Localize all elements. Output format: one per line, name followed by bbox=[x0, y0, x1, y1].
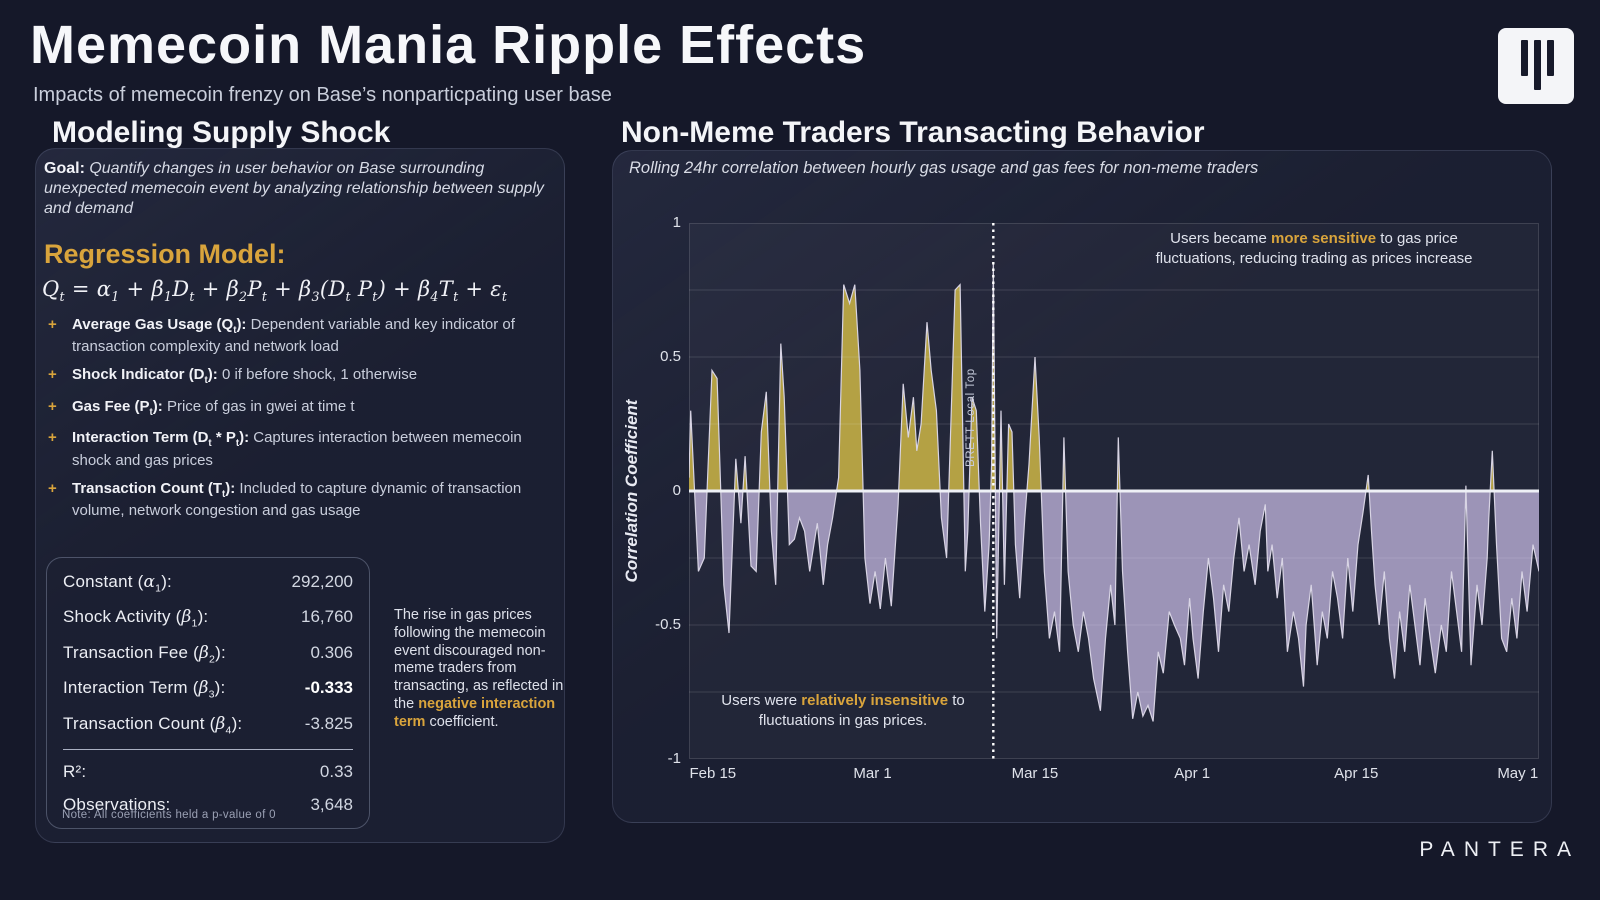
stats-row-label: R²: bbox=[63, 761, 87, 781]
stats-row: Transaction Count (β4): -3.825 bbox=[63, 714, 353, 736]
insight-text: The rise in gas prices following the mem… bbox=[394, 607, 564, 732]
stats-row: Constant (α1): 292,200 bbox=[63, 572, 353, 594]
plus-bullet-icon: + bbox=[48, 397, 57, 415]
logo-bar-icon bbox=[1534, 40, 1541, 90]
stats-row: Shock Activity (β1): 16,760 bbox=[63, 607, 353, 629]
variable-description: 0 if before shock, 1 otherwise bbox=[217, 366, 418, 384]
stats-row-value: 0.306 bbox=[310, 642, 353, 662]
y-tick-label: -1 bbox=[667, 750, 681, 767]
stats-row-label: Transaction Count (β4): bbox=[63, 713, 243, 736]
goal-label: Goal: bbox=[44, 160, 85, 177]
stats-row-value: 0.33 bbox=[319, 761, 353, 781]
variable-definition-item: + Interaction Term (Dt * Pt): Captures in… bbox=[46, 428, 551, 469]
x-tick-label: May 1 bbox=[1497, 765, 1539, 782]
stats-row-value: 3,648 bbox=[310, 794, 353, 814]
stats-row: R²: 0.33 bbox=[63, 762, 353, 782]
stats-row-label: Constant (α1): bbox=[63, 572, 172, 595]
stats-row: Observations: 3,648 bbox=[63, 795, 353, 815]
variable-definitions: + Average Gas Usage (Qt): Dependent varia… bbox=[46, 315, 551, 529]
right-section-header: Non-Meme Traders Transacting Behavior bbox=[621, 116, 1205, 149]
variable-label: Gas Fee (Pt): bbox=[72, 397, 163, 418]
y-tick-label: 0 bbox=[672, 482, 681, 499]
annotation-pre: Users became bbox=[1170, 230, 1272, 247]
annotation-highlight: more sensitive bbox=[1271, 230, 1377, 247]
plus-bullet-icon: + bbox=[48, 366, 57, 384]
y-tick-label: -0.5 bbox=[655, 616, 681, 633]
variable-description: Dependent variable and key indicator of … bbox=[72, 316, 515, 356]
stats-row-value: -3.825 bbox=[304, 713, 353, 733]
event-line-label: BRETT Local Top bbox=[965, 368, 977, 467]
stats-row-label: Shock Activity (β1): bbox=[63, 607, 209, 630]
annotation-insensitive: Users were relatively insensitive to flu… bbox=[693, 691, 993, 730]
correlation-line bbox=[689, 263, 1539, 722]
stats-row-value: 292,200 bbox=[291, 572, 353, 591]
variable-definition-item: + Gas Fee (Pt): Price of gas in gwei at t… bbox=[46, 397, 551, 419]
stats-row-label: Interaction Term (β3): bbox=[63, 678, 226, 701]
variable-description: Included to capture dynamic of transacti… bbox=[72, 479, 522, 519]
annotation-post: to fluctuations in gas prices. bbox=[758, 692, 965, 729]
coefficient-rows: Constant (α1): 292,200 Shock Activity (β… bbox=[63, 572, 353, 736]
variable-definition-item: + Shock Indicator (Dt): 0 if before shock… bbox=[46, 365, 551, 387]
annotation-post: to gas price fluctuations, reducing trad… bbox=[1155, 230, 1473, 267]
stats-row-label: Observations: bbox=[63, 794, 171, 814]
variable-description: Price of gas in gwei at time t bbox=[162, 397, 355, 415]
insight-pre: The rise in gas prices following the mem… bbox=[394, 607, 564, 713]
goal-text: Goal: Quantify changes in user behavior … bbox=[44, 159, 552, 219]
stats-divider bbox=[63, 748, 353, 750]
regression-heading: Regression Model: bbox=[44, 239, 286, 269]
variable-label: Transaction Count (Tt): bbox=[72, 479, 236, 500]
variable-label: Average Gas Usage (Qt): bbox=[72, 316, 247, 336]
plus-bullet-icon: + bbox=[48, 479, 57, 497]
variable-description: Captures interaction between memecoin sh… bbox=[72, 429, 522, 469]
goal-body: Quantify changes in user behavior on Bas… bbox=[44, 160, 544, 217]
summary-rows: R²: 0.33 Observations: 3,648 bbox=[63, 762, 353, 815]
logo-bar-icon bbox=[1521, 40, 1528, 76]
regression-formula: Qt = α1 + β1Dt + β2Pt + β3(Dt Pt) + β4Tt… bbox=[42, 277, 508, 305]
x-tick-label: Apr 15 bbox=[1334, 765, 1379, 782]
insight-post: coefficient. bbox=[425, 713, 499, 730]
logo-bar-icon bbox=[1547, 40, 1554, 76]
y-tick-label: 0.5 bbox=[660, 348, 681, 365]
annotation-highlight: relatively insensitive bbox=[801, 692, 949, 709]
stats-row: Interaction Term (β3): -0.333 bbox=[63, 678, 353, 700]
y-axis-title: Correlation Coefficient bbox=[622, 399, 641, 583]
x-tick-label: Mar 1 bbox=[853, 765, 892, 782]
insight-highlight: negative interaction term bbox=[394, 696, 556, 730]
pantera-logo-icon bbox=[1498, 28, 1574, 104]
variable-definition-item: + Average Gas Usage (Qt): Dependent varia… bbox=[46, 315, 551, 356]
correlation-chart bbox=[689, 223, 1539, 759]
plus-bullet-icon: + bbox=[48, 316, 57, 333]
annotation-pre: Users were bbox=[721, 692, 802, 709]
stats-row-value: -0.333 bbox=[304, 678, 353, 698]
plus-bullet-icon: + bbox=[48, 429, 57, 447]
x-tick-label: Mar 15 bbox=[1011, 765, 1059, 782]
page-subtitle: Impacts of memecoin frenzy on Base’s non… bbox=[33, 84, 612, 106]
x-tick-label: Feb 15 bbox=[689, 765, 737, 782]
variable-definition-item: + Transaction Count (Tt): Included to cap… bbox=[46, 479, 551, 520]
variable-label: Interaction Term (Dt * Pt): bbox=[72, 429, 250, 450]
stats-row-value: 16,760 bbox=[301, 607, 353, 627]
left-section-header: Modeling Supply Shock bbox=[52, 116, 391, 149]
page-title: Memecoin Mania Ripple Effects bbox=[30, 15, 867, 75]
variable-label: Shock Indicator (Dt): bbox=[72, 366, 218, 387]
chart-subtitle: Rolling 24hr correlation between hourly … bbox=[629, 159, 1259, 177]
modeling-panel: Goal: Quantify changes in user behavior … bbox=[35, 148, 565, 843]
regression-stats-card: Constant (α1): 292,200 Shock Activity (β… bbox=[46, 557, 370, 829]
chart-panel: Rolling 24hr correlation between hourly … bbox=[612, 150, 1552, 823]
brand-wordmark: PANTERA bbox=[1419, 838, 1580, 861]
stats-row: Transaction Fee (β2): 0.306 bbox=[63, 643, 353, 665]
annotation-more-sensitive: Users became more sensitive to gas price… bbox=[1129, 229, 1499, 268]
y-tick-label: 1 bbox=[672, 214, 681, 231]
stats-row-label: Transaction Fee (β2): bbox=[63, 642, 226, 666]
x-tick-label: Apr 1 bbox=[1174, 765, 1211, 782]
negative-correlation-area bbox=[689, 491, 1539, 722]
stats-note: Note: All coefficients held a p-value of… bbox=[62, 809, 276, 821]
